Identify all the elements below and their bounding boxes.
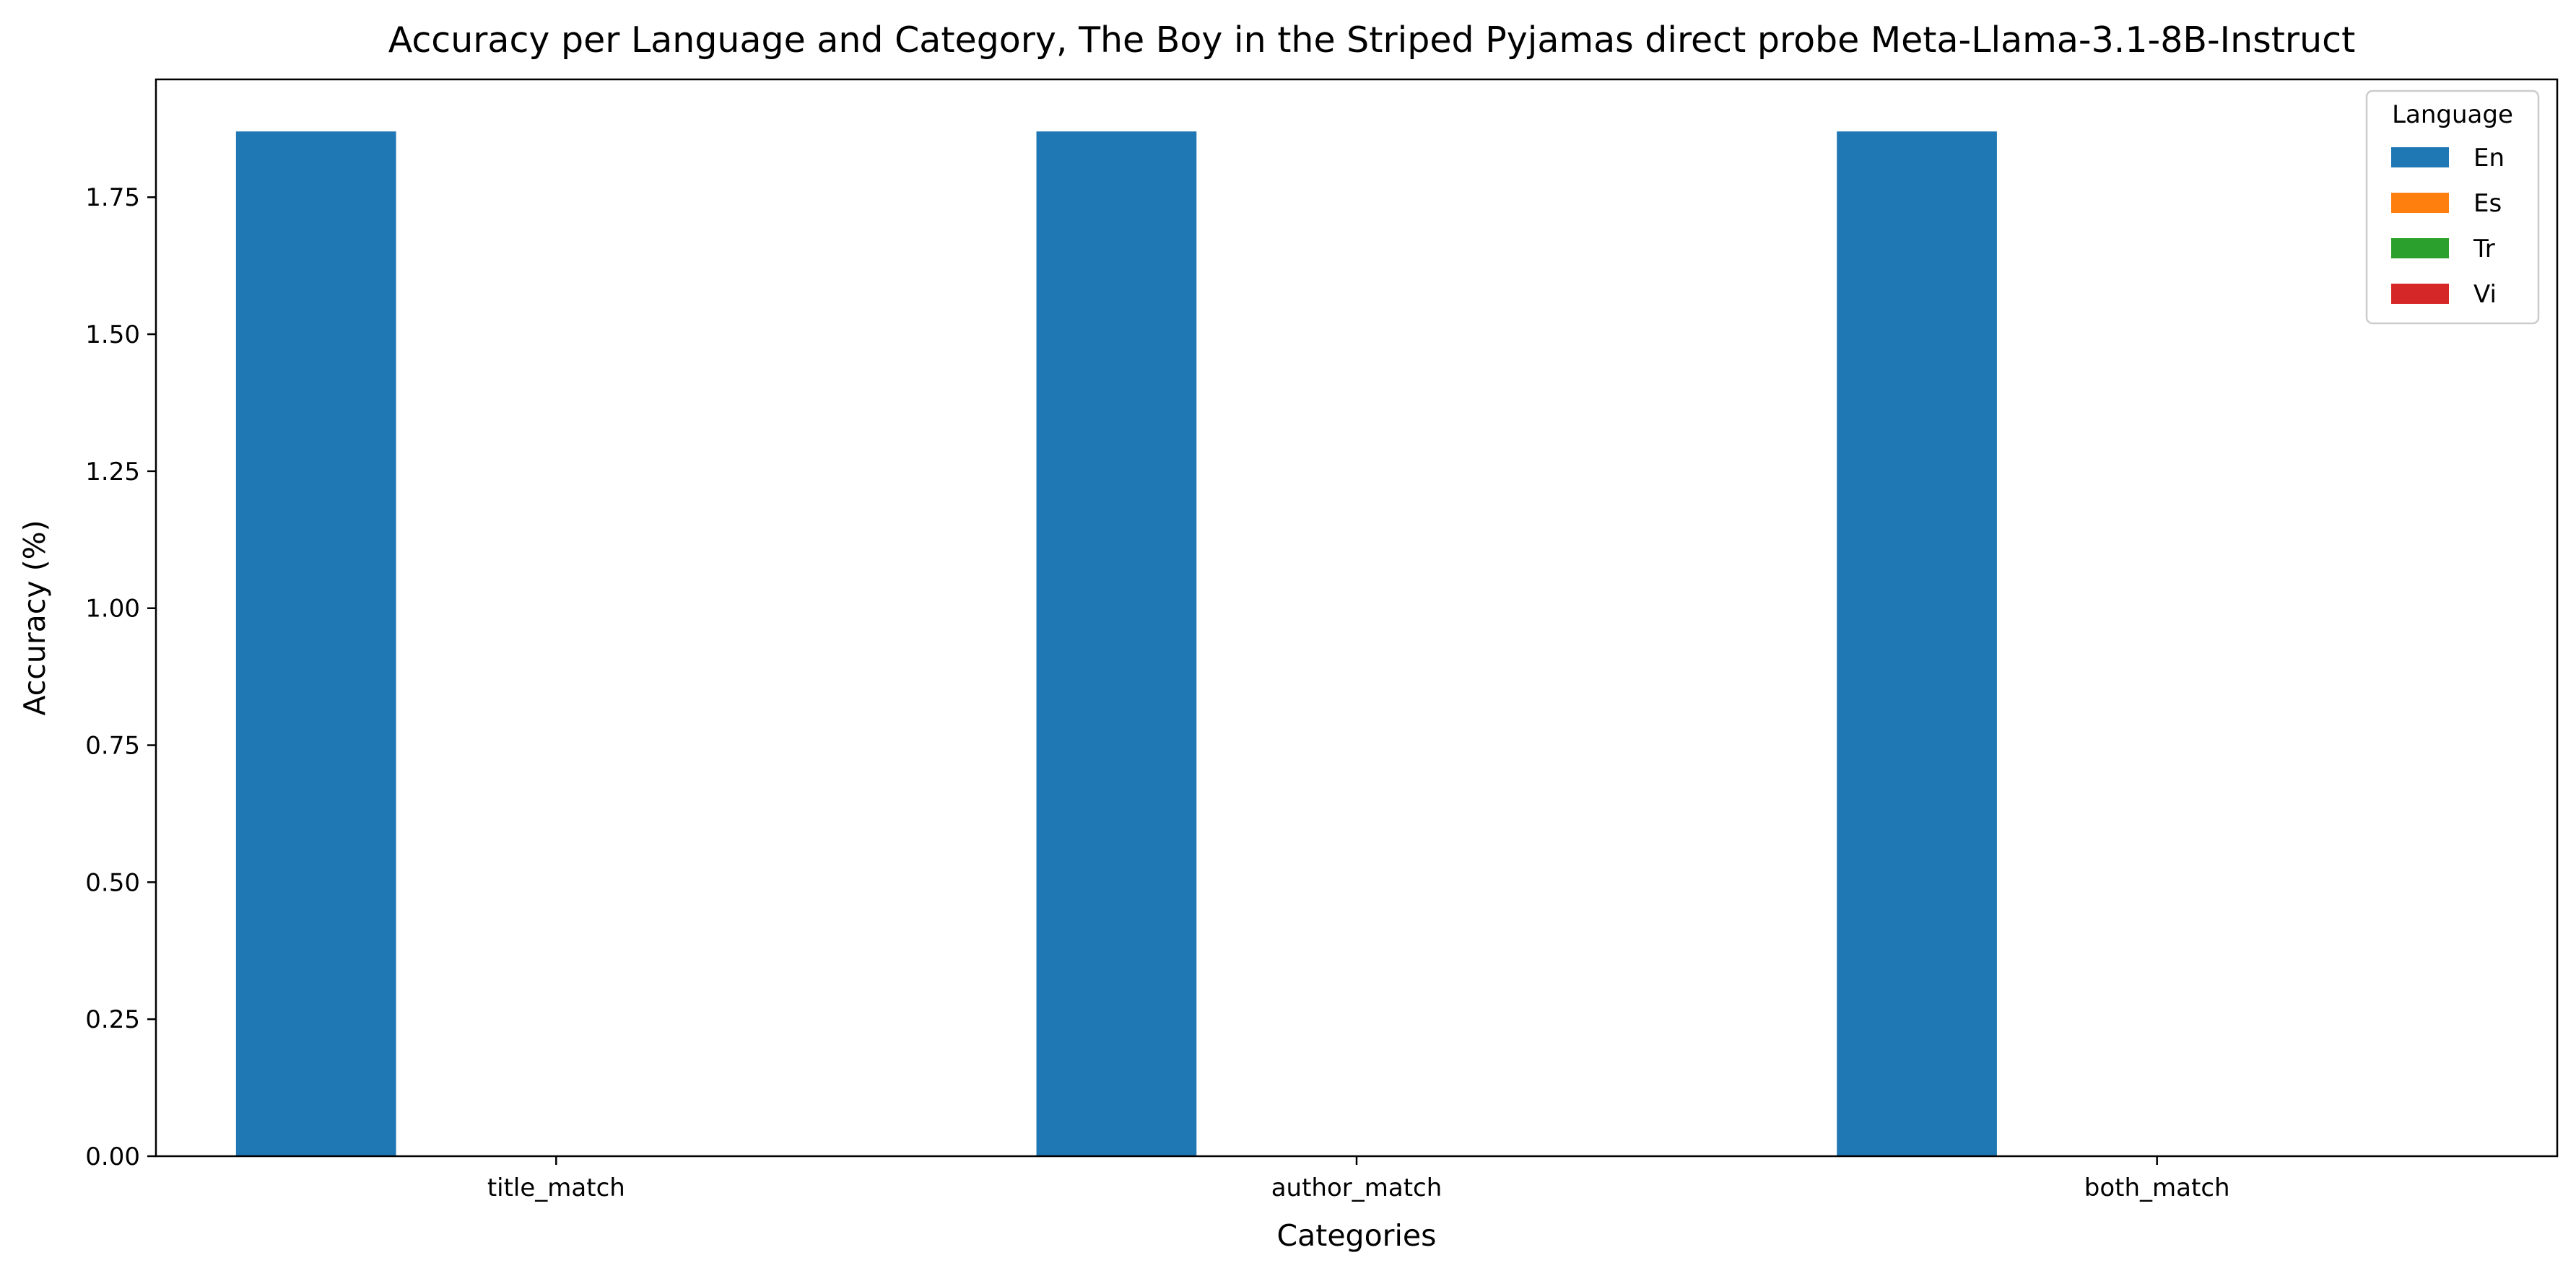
legend-title: Language xyxy=(2392,100,2513,129)
legend-swatch-tr xyxy=(2391,238,2449,258)
legend: Language En Es Tr Vi xyxy=(2365,89,2540,325)
bar-en-both_match xyxy=(1837,131,1997,1156)
y-tick-label: 1.75 xyxy=(85,183,140,212)
x-tick-label: author_match xyxy=(1271,1174,1443,1202)
y-tick-label: 0.50 xyxy=(85,868,140,897)
legend-swatch-en xyxy=(2391,147,2449,167)
y-tick-label: 1.50 xyxy=(85,320,140,349)
bar-en-title_match xyxy=(235,131,396,1156)
plot-frame xyxy=(155,78,2559,1158)
y-axis-label: Accuracy (%) xyxy=(17,520,52,715)
y-tick-label: 1.25 xyxy=(85,458,140,486)
x-tick-label: both_match xyxy=(2084,1174,2230,1202)
y-tick-label: 0.00 xyxy=(85,1142,140,1171)
legend-label-vi: Vi xyxy=(2473,280,2497,309)
y-axis: 0.00 0.25 0.50 0.75 1.00 1.25 1.50 1.75 xyxy=(85,183,156,1171)
chart-title: Accuracy per Language and Category, The … xyxy=(388,19,2356,61)
legend-label-en: En xyxy=(2473,144,2505,172)
legend-label-es: Es xyxy=(2473,189,2502,218)
y-tick-label: 0.75 xyxy=(85,732,140,761)
y-tick-label: 1.00 xyxy=(85,595,140,624)
legend-swatch-es xyxy=(2391,193,2449,213)
x-axis-label: Categories xyxy=(1277,1218,1437,1253)
legend-swatch-vi xyxy=(2391,284,2449,304)
x-axis: title_match author_match both_match xyxy=(487,1156,2230,1202)
legend-label-tr: Tr xyxy=(2473,235,2495,263)
bar-en-author_match xyxy=(1036,131,1197,1156)
y-tick-label: 0.25 xyxy=(85,1005,140,1034)
bars-group xyxy=(235,131,1997,1156)
x-tick-label: title_match xyxy=(487,1174,625,1202)
